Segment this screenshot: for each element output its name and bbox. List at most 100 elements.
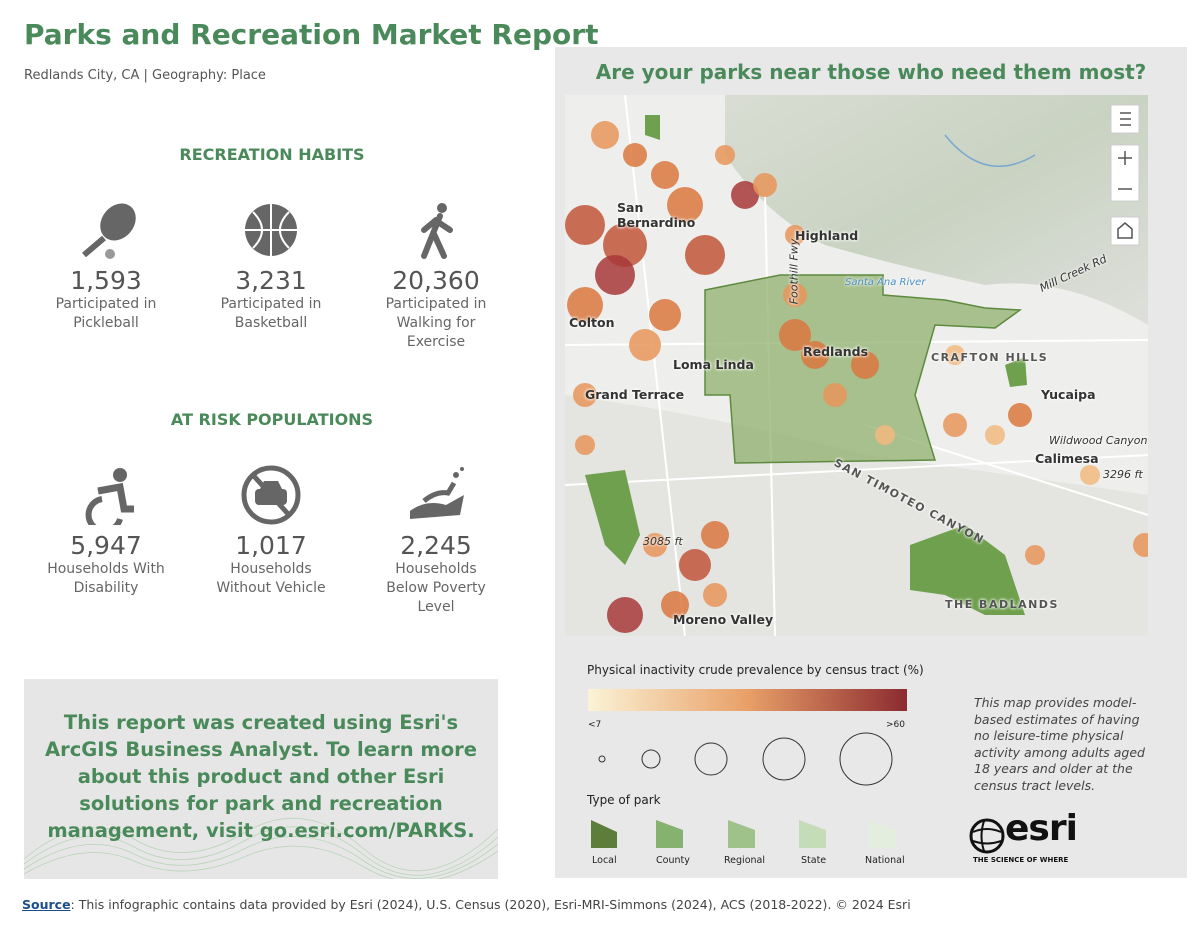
report-title: Parks and Recreation Market Report (24, 18, 599, 51)
map-label: Grand Terrace (585, 387, 685, 402)
tract-dot (785, 225, 805, 245)
icon-graphic (85, 468, 134, 534)
icon (196, 465, 346, 527)
stat-value: 1,017 (235, 531, 307, 560)
stat-label: Households Without Vehicle (216, 561, 326, 596)
map-label: CRAFTON HILLS (931, 351, 1049, 364)
map-controls[interactable] (1110, 104, 1140, 246)
stat-value: 2,245 (400, 531, 472, 560)
map-label: Foothill Fwy (787, 238, 801, 305)
tract-dot (575, 435, 595, 455)
tract-dot (985, 425, 1005, 445)
map-label: THE BADLANDS (945, 598, 1059, 611)
map-label: San Bernardino (617, 200, 696, 230)
tract-dot (753, 173, 777, 197)
tract-dot (945, 345, 965, 365)
tract-dot (629, 329, 661, 361)
section-heading: AT RISK POPULATIONS (170, 410, 374, 429)
legend (588, 689, 1005, 854)
tract-dot (1025, 545, 1045, 565)
promo-box: This report was created using Esri's Arc… (24, 679, 498, 879)
contour-decoration (24, 817, 498, 879)
tract-dot (685, 235, 725, 275)
tract-dot (567, 287, 603, 323)
tract-dot (731, 181, 759, 209)
tract-dot (783, 283, 807, 307)
tract-dot (801, 341, 829, 369)
tract-dot (595, 255, 635, 295)
tract-dot (943, 413, 967, 437)
stat-label: Participated in Basketball (220, 296, 322, 331)
stat-value: 5,947 (70, 531, 142, 560)
esri-logo: esri (1005, 808, 1078, 849)
legend-min: <7 (588, 720, 602, 730)
stat-item: 2,245 Households Below Poverty Level (361, 465, 511, 617)
icon-graphic (410, 467, 464, 519)
map-graphic (565, 95, 1148, 636)
icon (361, 465, 511, 527)
source-link[interactable]: Source (22, 897, 71, 912)
tract-dot (661, 591, 689, 619)
legend-max: >60 (886, 720, 905, 730)
map-label: Redlands (803, 344, 869, 359)
stat-item: 5,947 Households With Disability (31, 465, 181, 598)
map-label: Colton (569, 315, 615, 330)
map-note: This map provides model-based estimates … (974, 695, 1145, 793)
tract-dot (701, 521, 729, 549)
icon-graphic (421, 203, 453, 259)
map-label: Santa Ana River (845, 277, 926, 288)
tract-dot (851, 351, 879, 379)
stat-item: 1,017 Households Without Vehicle (196, 465, 346, 598)
source-text: : This infographic contains data provide… (70, 897, 911, 912)
section-heading: RECREATION HABITS (179, 145, 365, 164)
stat-label: Participated in Pickleball (55, 296, 157, 331)
tract-dot (607, 597, 643, 633)
map-label: Yucaipa (1041, 387, 1096, 402)
tract-dot (667, 187, 703, 223)
park-type-label: County (656, 855, 690, 866)
esri-tagline: THE SCIENCE OF WHERE (973, 856, 1069, 864)
stat-value: 3,231 (235, 266, 307, 295)
tract-dot (703, 583, 727, 607)
legend-title: Physical inactivity crude prevalence by … (587, 663, 924, 677)
tract-dot (591, 121, 619, 149)
stat-value: 20,360 (392, 266, 480, 295)
stat-label: Households With Disability (47, 561, 165, 596)
map-label: Moreno Valley (673, 612, 774, 627)
stat-item: 3,231 Participated in Basketball (196, 200, 346, 333)
tract-dot (573, 383, 597, 407)
icon (31, 200, 181, 262)
icon (196, 200, 346, 262)
tract-dot (1008, 403, 1032, 427)
map-label: Calimesa (1035, 451, 1099, 466)
icon-graphic (82, 203, 136, 259)
map-label: Wildwood Canyon Rd (1049, 434, 1148, 447)
park-type-title: Type of park (587, 793, 661, 807)
park-type-label: State (801, 855, 827, 866)
stat-item: 20,360 Participated in Walking for Exerci… (361, 200, 511, 352)
park-type-label: National (865, 855, 905, 866)
footer: Source: This infographic contains data p… (22, 897, 911, 912)
stat-item: 1,593 Participated in Pickleball (31, 200, 181, 333)
icon-graphic (245, 204, 297, 256)
tract-dot (623, 143, 647, 167)
promo-text: This report was created using Esri's Arc… (45, 711, 477, 842)
tract-dot (779, 319, 811, 351)
tract-dot (643, 533, 667, 557)
tract-dot (651, 161, 679, 189)
park-type-label: Local (592, 855, 617, 866)
tract-dot (679, 549, 711, 581)
tract-dot (1133, 533, 1148, 557)
map-label: 3085 ft (643, 535, 683, 548)
tract-dot (715, 145, 735, 165)
map-label: 3296 ft (1103, 468, 1143, 481)
stat-label: Households Below Poverty Level (386, 561, 486, 615)
tract-dot (1080, 465, 1100, 485)
icon-graphic (241, 465, 301, 525)
tract-dot (565, 205, 605, 245)
tract-dot (823, 383, 847, 407)
tract-dot (649, 299, 681, 331)
stat-label: Participated in Walking for Exercise (385, 296, 487, 350)
map-label: Loma Linda (673, 357, 754, 372)
